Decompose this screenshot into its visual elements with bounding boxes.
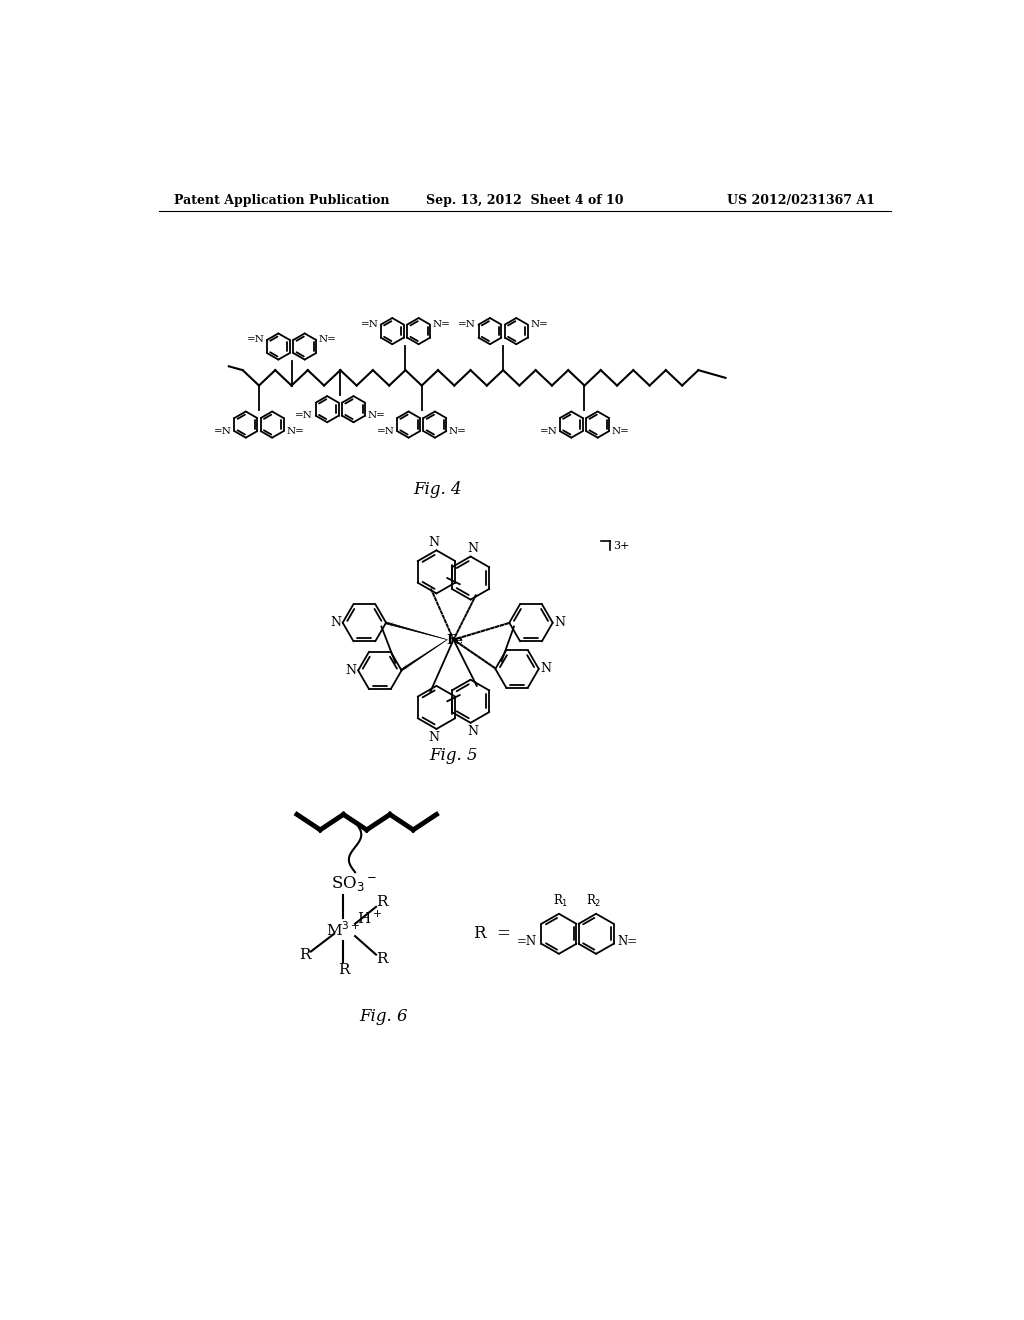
- Text: N=: N=: [286, 426, 304, 436]
- Text: R: R: [377, 952, 388, 966]
- Text: Fig. 6: Fig. 6: [359, 1008, 408, 1026]
- Text: =N: =N: [360, 319, 378, 329]
- Text: R: R: [377, 895, 388, 909]
- Text: Fig. 5: Fig. 5: [429, 747, 478, 764]
- Text: N=: N=: [449, 426, 467, 436]
- Text: Fe: Fe: [446, 634, 464, 647]
- Text: N=: N=: [611, 426, 630, 436]
- Text: M$^{3+}$: M$^{3+}$: [327, 920, 360, 940]
- Text: N=: N=: [617, 935, 638, 948]
- Text: US 2012/0231367 A1: US 2012/0231367 A1: [727, 194, 876, 207]
- Text: R$_2$: R$_2$: [586, 894, 601, 909]
- Text: SO$_3$$^-$: SO$_3$$^-$: [331, 874, 377, 894]
- Text: N=: N=: [432, 319, 451, 329]
- Text: =N: =N: [214, 426, 231, 436]
- Text: H$^+$: H$^+$: [357, 909, 383, 927]
- Text: N: N: [429, 536, 439, 549]
- Text: R  =: R =: [474, 925, 511, 942]
- Text: N: N: [467, 725, 478, 738]
- Polygon shape: [400, 640, 447, 671]
- Text: =N: =N: [377, 426, 394, 436]
- Text: R: R: [299, 948, 310, 961]
- Text: =N: =N: [247, 335, 264, 345]
- Text: N: N: [554, 616, 565, 630]
- Text: Patent Application Publication: Patent Application Publication: [174, 194, 390, 207]
- Text: N: N: [429, 731, 439, 744]
- Text: N=: N=: [530, 319, 548, 329]
- Polygon shape: [385, 622, 447, 640]
- Text: 3+: 3+: [613, 541, 630, 550]
- Text: R$_1$: R$_1$: [554, 894, 569, 909]
- Text: =N: =N: [517, 935, 538, 948]
- Text: =N: =N: [540, 426, 557, 436]
- Text: N: N: [330, 616, 341, 630]
- Text: =N: =N: [295, 412, 313, 420]
- Text: R: R: [338, 964, 349, 977]
- Text: Sep. 13, 2012  Sheet 4 of 10: Sep. 13, 2012 Sheet 4 of 10: [426, 194, 624, 207]
- Text: N: N: [346, 664, 356, 677]
- Text: =N: =N: [458, 319, 476, 329]
- Text: N=: N=: [318, 335, 337, 345]
- Text: Fig. 4: Fig. 4: [414, 480, 462, 498]
- Text: N=: N=: [368, 412, 385, 420]
- Text: N: N: [541, 663, 551, 676]
- Text: N: N: [467, 543, 478, 554]
